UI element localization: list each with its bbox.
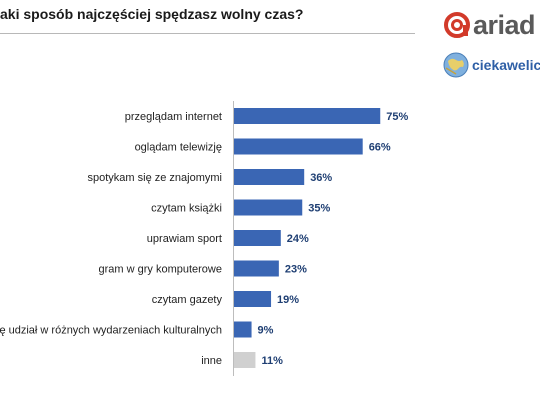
bar bbox=[234, 138, 363, 155]
page-title: aki sposób najczęściej spędzasz wolny cz… bbox=[0, 6, 304, 22]
site-brand: ciekawelicz bbox=[443, 52, 540, 78]
data-label: 9% bbox=[258, 325, 274, 337]
data-label: 35% bbox=[308, 203, 330, 215]
category-label: gram w gry komputerowe bbox=[99, 264, 223, 276]
data-label: 75% bbox=[386, 111, 408, 123]
data-label: 66% bbox=[369, 142, 391, 154]
bar bbox=[234, 321, 252, 338]
bar bbox=[234, 230, 281, 246]
globe-icon bbox=[443, 52, 469, 78]
category-label: czytam książki bbox=[151, 203, 222, 215]
bar bbox=[234, 169, 305, 185]
bar bbox=[234, 352, 256, 368]
title-divider bbox=[0, 33, 415, 34]
bar bbox=[234, 108, 381, 124]
category-label: przeglądam internet bbox=[125, 111, 222, 123]
data-label: 11% bbox=[261, 355, 283, 367]
data-label: 36% bbox=[310, 172, 332, 184]
category-label: czytam gazety bbox=[152, 294, 223, 306]
data-label: 24% bbox=[287, 233, 309, 245]
category-label: spotykam się ze znajomymi bbox=[88, 172, 223, 184]
ariadna-logo-icon bbox=[444, 12, 470, 38]
site-text: ciekawelicz bbox=[472, 57, 540, 73]
bar bbox=[234, 199, 303, 216]
category-label: uprawiam sport bbox=[147, 233, 222, 245]
ariadna-logo: ariad bbox=[443, 10, 536, 40]
category-label: oglądam telewizję bbox=[135, 142, 222, 154]
bar bbox=[234, 260, 279, 277]
data-label: 19% bbox=[277, 294, 299, 306]
data-label: 23% bbox=[285, 264, 307, 276]
category-label: inne bbox=[201, 355, 222, 367]
logo-text: ariad bbox=[473, 10, 536, 40]
bar bbox=[234, 291, 272, 307]
category-label: ę udział w różnych wydarzeniach kultural… bbox=[0, 325, 222, 337]
